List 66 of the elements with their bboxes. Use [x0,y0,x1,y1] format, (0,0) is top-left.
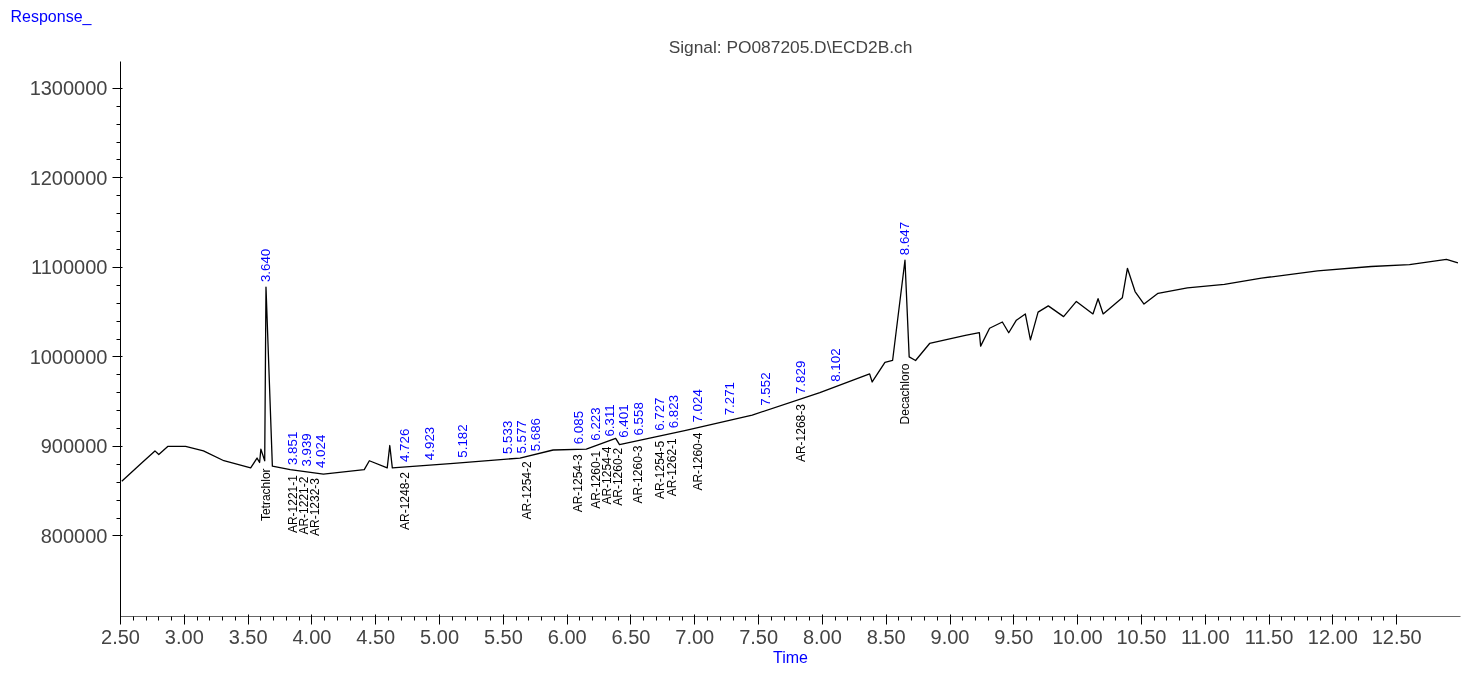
y-tick-label: 800000 [40,524,108,547]
annotation: 5.533 [500,420,516,455]
annotation: AR-1232-3 [307,477,322,537]
annotation: 6.401 [616,404,632,438]
annotation: AR-1260-3 [631,445,646,504]
x-tick-label: 9.50 [994,625,1034,648]
y-axis-title: Response_ [10,7,93,26]
annotation: AR-1221-1 [285,474,300,534]
annotation: AR-1268-3 [793,403,808,463]
annotation: AR-1262-1 [665,437,680,497]
chart-title: Signal: PO087205.D\ECD2B.ch [668,36,913,57]
x-tick-label: 11.50 [1244,625,1294,648]
annotation: AR-1260-4 [690,432,705,491]
annotation: AR-1254-3 [571,453,586,513]
x-tick-label: 6.50 [611,625,651,648]
x-tick-label: 3.50 [228,625,268,648]
annotation: 7.552 [757,372,773,406]
annotation: 6.223 [588,407,604,441]
y-tick-label: 1000000 [29,345,108,368]
annotation: Decachloro [897,363,912,425]
annotation: 4.923 [422,426,438,461]
annotation: 6.727 [652,397,668,431]
annotation: AR-1260-2 [611,447,626,506]
annotation: 6.558 [630,402,646,436]
x-tick-label: 4.50 [356,625,396,648]
x-tick-label: 8.00 [802,625,842,648]
y-tick-label: 1300000 [29,77,108,100]
annotation: AR-1254-2 [520,461,535,520]
annotation: AR-1248-2 [397,471,412,531]
x-tick-label: 5.50 [483,625,523,648]
x-tick-label: 7.50 [739,625,779,648]
x-tick-label: 9.00 [930,625,970,648]
x-tick-label: 11.00 [1180,625,1230,648]
annotation: 4.024 [313,434,329,469]
x-tick-label: 6.00 [547,625,587,648]
annotation: 7.829 [793,360,809,395]
annotation: 5.686 [528,418,544,452]
y-tick-label: 1200000 [29,166,108,189]
x-tick-label: 12.50 [1371,625,1422,648]
y-tick-label: 1100000 [31,256,108,279]
annotation: 8.102 [827,348,843,382]
x-axis-title: Time [773,648,809,666]
annotation: AR-1254-5 [652,440,667,499]
annotation: 3.640 [258,248,274,283]
x-tick-label: 10.50 [1116,625,1167,648]
annotation: 7.024 [690,388,706,423]
x-tick-label: 10.00 [1052,625,1103,648]
annotation: 8.647 [897,221,913,256]
annotation: 6.823 [666,394,682,429]
x-tick-label: 5.00 [420,625,460,648]
annotation: 3.939 [299,433,315,467]
annotation: 7.271 [721,382,737,416]
annotation: 5.182 [455,424,471,458]
annotation: 4.726 [397,428,413,463]
annotation: 6.311 [602,404,618,437]
y-tick-label: 900000 [40,435,108,458]
annotation: Tetrachlor [258,468,273,522]
annotation: 6.085 [570,410,586,445]
x-tick-label: 2.50 [101,625,140,648]
x-tick-label: 7.00 [675,625,715,648]
x-tick-label: 8.50 [866,625,906,648]
x-tick-label: 12.00 [1307,625,1358,648]
annotation: 5.577 [514,420,530,454]
x-tick-label: 3.00 [164,625,204,648]
x-tick-label: 4.00 [292,625,332,648]
annotation: 3.851 [285,431,301,466]
